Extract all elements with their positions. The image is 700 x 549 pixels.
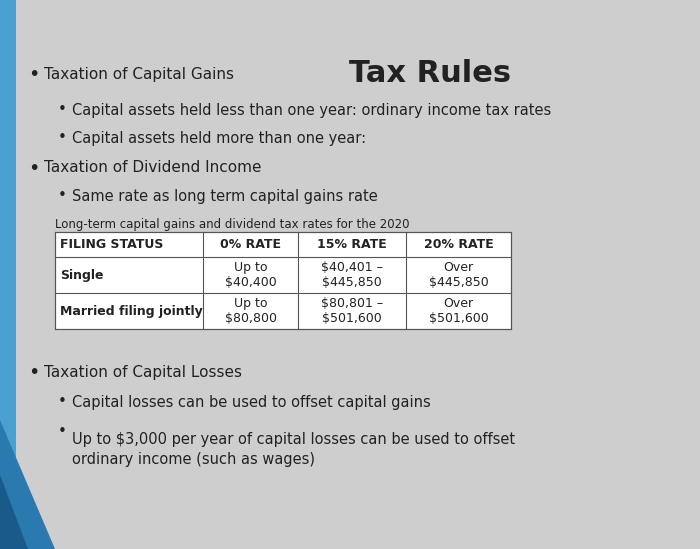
- Text: Single: Single: [60, 268, 104, 282]
- Text: 20% RATE: 20% RATE: [424, 238, 494, 251]
- Text: •: •: [58, 424, 67, 440]
- Text: •: •: [28, 64, 39, 83]
- Text: Up to $3,000 per year of capital losses can be used to offset
ordinary income (s: Up to $3,000 per year of capital losses …: [72, 432, 515, 467]
- Text: •: •: [58, 395, 67, 410]
- Bar: [55, 232, 511, 329]
- Text: •: •: [28, 159, 39, 177]
- Text: Taxation of Capital Gains: Taxation of Capital Gains: [44, 66, 234, 81]
- Text: Taxation of Dividend Income: Taxation of Dividend Income: [44, 160, 262, 176]
- Text: •: •: [28, 363, 39, 383]
- Polygon shape: [0, 420, 55, 549]
- Text: Over
$445,850: Over $445,850: [428, 261, 489, 289]
- Text: Tax Rules: Tax Rules: [349, 59, 511, 88]
- Text: 0% RATE: 0% RATE: [220, 238, 281, 251]
- Text: Over
$501,600: Over $501,600: [428, 297, 489, 325]
- Text: •: •: [58, 188, 67, 204]
- Text: Long-term capital gains and dividend tax rates for the 2020: Long-term capital gains and dividend tax…: [55, 218, 410, 231]
- Text: Up to
$40,400: Up to $40,400: [225, 261, 276, 289]
- Text: Capital assets held more than one year:: Capital assets held more than one year:: [72, 131, 366, 145]
- Text: •: •: [58, 131, 67, 145]
- Text: Capital assets held less than one year: ordinary income tax rates: Capital assets held less than one year: …: [72, 103, 552, 117]
- Text: $40,401 –
$445,850: $40,401 – $445,850: [321, 261, 383, 289]
- Text: 15% RATE: 15% RATE: [317, 238, 387, 251]
- Text: FILING STATUS: FILING STATUS: [60, 238, 163, 251]
- Polygon shape: [0, 475, 28, 549]
- Bar: [0, 0, 16, 549]
- Text: Same rate as long term capital gains rate: Same rate as long term capital gains rat…: [72, 188, 378, 204]
- Text: $80,801 –
$501,600: $80,801 – $501,600: [321, 297, 383, 325]
- Text: Up to
$80,800: Up to $80,800: [225, 297, 276, 325]
- Text: •: •: [58, 103, 67, 117]
- Text: Taxation of Capital Losses: Taxation of Capital Losses: [44, 366, 242, 380]
- Text: Married filing jointly: Married filing jointly: [60, 305, 203, 317]
- Text: Capital losses can be used to offset capital gains: Capital losses can be used to offset cap…: [72, 395, 430, 410]
